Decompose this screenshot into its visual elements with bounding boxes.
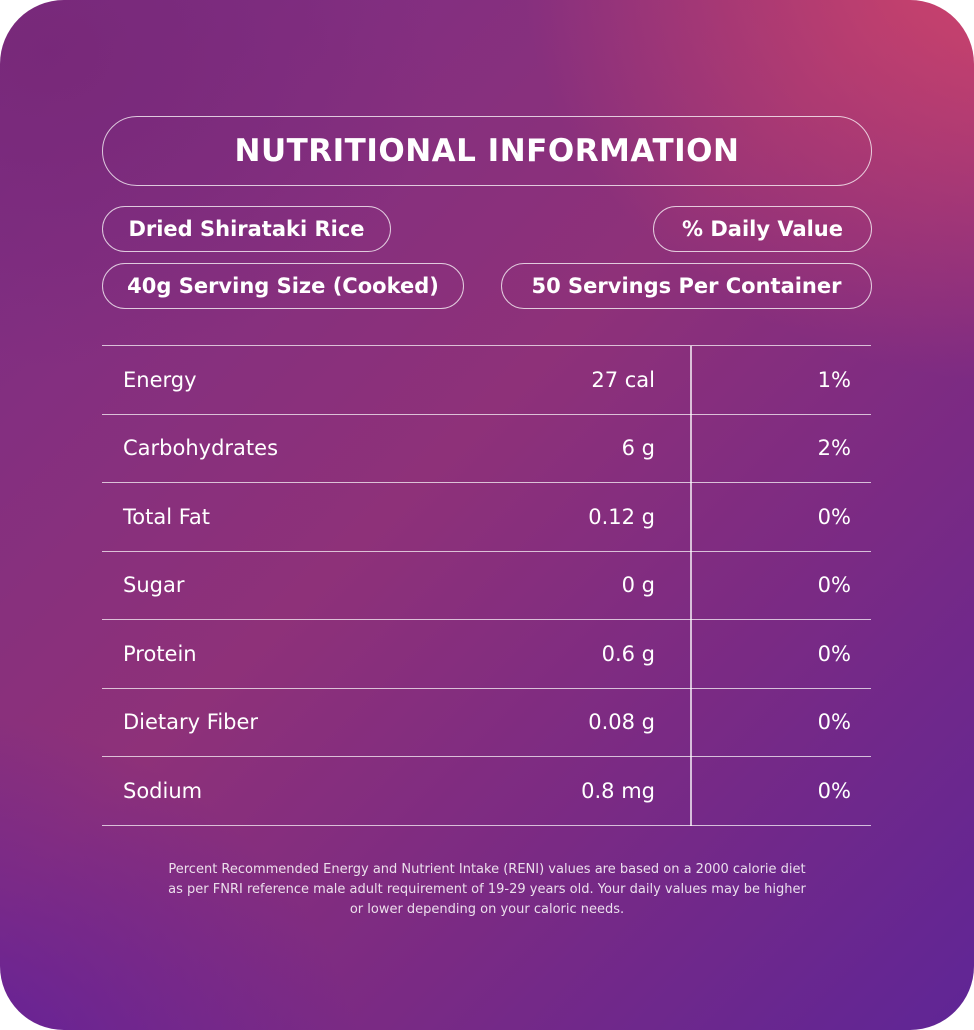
- table-row: Dietary Fiber 0.08 g 0%: [102, 689, 871, 757]
- table-row: Protein 0.6 g 0%: [102, 620, 871, 689]
- nutrient-amount: 0.08 g: [588, 710, 655, 735]
- nutrient-daily-value: 0%: [817, 504, 851, 529]
- nutrient-daily-value: 0%: [817, 778, 851, 803]
- serving-size-pill: 40g Serving Size (Cooked): [102, 263, 464, 309]
- nutrient-table: Energy 27 cal 1% Carbohydrates 6 g 2% To…: [102, 345, 871, 826]
- servings-per-container-pill: 50 Servings Per Container: [501, 263, 872, 309]
- table-row: Carbohydrates 6 g 2%: [102, 415, 871, 483]
- nutrient-daily-value: 1%: [817, 367, 851, 392]
- table-row: Sodium 0.8 mg 0%: [102, 757, 871, 826]
- nutrient-amount: 6 g: [621, 436, 655, 461]
- nutrient-name: Carbohydrates: [123, 436, 279, 461]
- reni-footnote: Percent Recommended Energy and Nutrient …: [168, 862, 806, 917]
- nutrition-title: NUTRITIONAL INFORMATION: [102, 116, 872, 186]
- table-row: Sugar 0 g 0%: [102, 552, 871, 620]
- nutrient-amount: 0.6 g: [601, 641, 655, 666]
- nutrient-name: Energy: [123, 367, 197, 392]
- nutrient-name: Total Fat: [123, 504, 210, 529]
- nutrient-name: Protein: [123, 641, 197, 666]
- nutrient-daily-value: 0%: [817, 641, 851, 666]
- nutrient-name: Sodium: [123, 778, 203, 803]
- column-divider: [690, 346, 692, 826]
- nutrient-amount: 0.8 mg: [581, 778, 655, 803]
- nutrient-daily-value: 0%: [817, 710, 851, 735]
- product-name-pill: Dried Shirataki Rice: [102, 206, 391, 252]
- nutrient-name: Dietary Fiber: [123, 710, 259, 735]
- nutrient-name: Sugar: [123, 573, 185, 598]
- nutrient-amount: 27 cal: [591, 367, 655, 392]
- nutrient-daily-value: 2%: [817, 436, 851, 461]
- table-row: Total Fat 0.12 g 0%: [102, 483, 871, 552]
- nutrient-daily-value: 0%: [817, 573, 851, 598]
- table-row: Energy 27 cal 1%: [102, 346, 871, 415]
- nutrient-amount: 0 g: [621, 573, 655, 598]
- daily-value-header-pill: % Daily Value: [653, 206, 872, 252]
- nutrient-amount: 0.12 g: [588, 504, 655, 529]
